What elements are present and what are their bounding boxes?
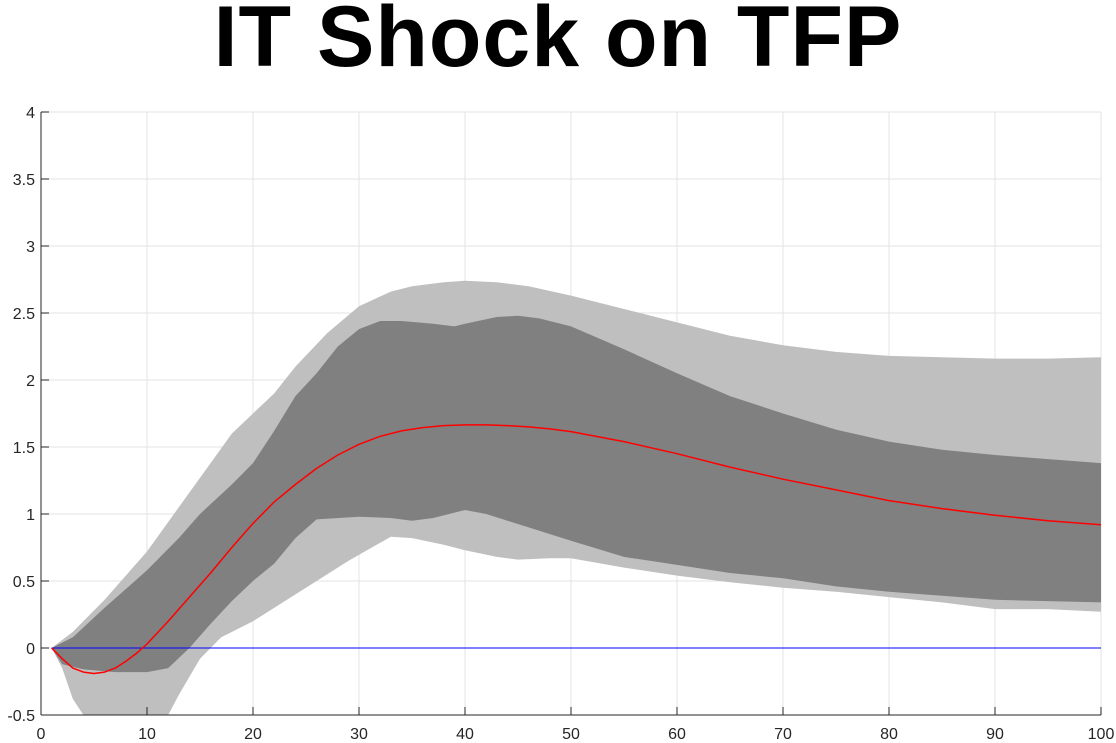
y-tick-label: 1.5 — [13, 440, 35, 457]
confidence-bands — [51, 280, 1101, 715]
tick-labels: 0 10 20 30 40 50 60 70 80 90 100-0.500.511.522.533… — [7, 105, 1114, 743]
y-tick-label: 0 — [26, 641, 35, 658]
x-tick-label: 60 — [668, 726, 686, 743]
x-tick-label: 0 — [37, 726, 46, 743]
y-tick-label: 3.5 — [13, 172, 35, 189]
y-tick-label: 3 — [26, 239, 35, 256]
y-tick-label: 4 — [26, 105, 35, 122]
x-tick-label: 30 — [350, 726, 368, 743]
chart-title: IT Shock on TFP — [213, 0, 903, 85]
x-tick-label: 100 — [1088, 726, 1115, 743]
median-response-line — [51, 424, 1101, 675]
axes — [40, 111, 1102, 716]
y-tick-label: 2 — [26, 373, 35, 390]
series-lines — [51, 424, 1101, 675]
y-tick-label: 0.5 — [13, 574, 35, 591]
x-tick-label: 90 — [986, 726, 1004, 743]
x-tick-label: 50 — [562, 726, 580, 743]
x-tick-label: 10 — [138, 726, 156, 743]
x-tick-label: 40 — [456, 726, 474, 743]
x-tick-label: 80 — [880, 726, 898, 743]
y-tick-label: 1 — [26, 507, 35, 524]
inner-confidence-band — [51, 315, 1101, 673]
x-tick-label: 20 — [244, 726, 262, 743]
y-tick-label: 2.5 — [13, 306, 35, 323]
x-tick-label: 70 — [774, 726, 792, 743]
y-tick-label: -0.5 — [7, 708, 35, 725]
